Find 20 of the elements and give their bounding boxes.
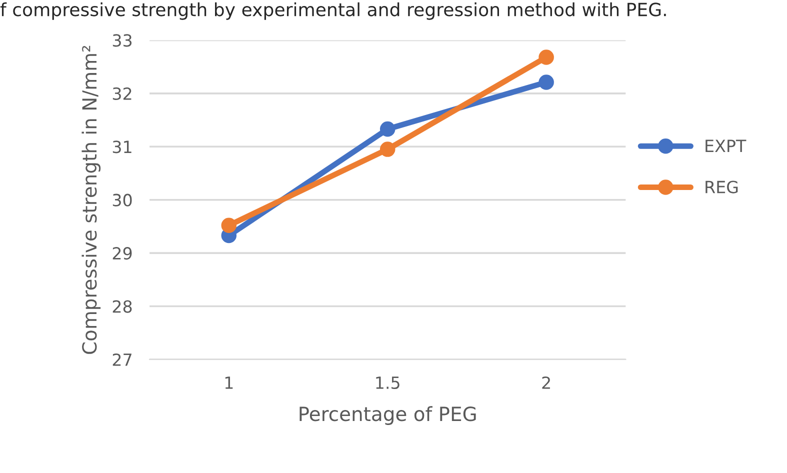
point (380, 142, 396, 157)
y-axis-title: Compressive strength in N/mm² (82, 46, 101, 354)
x-tick-label: 1 (225, 376, 233, 389)
y-tick-label: 27 (112, 353, 132, 366)
y-tick-label: 30 (112, 194, 132, 206)
legend-label: REG (706, 180, 738, 194)
point (380, 121, 396, 137)
point (538, 74, 554, 90)
point (221, 218, 237, 234)
y-tick-label: 31 (112, 140, 132, 154)
x-tick-label: 2 (542, 376, 550, 389)
legend-label: EXPT (706, 140, 746, 152)
point (538, 50, 554, 65)
x-tick-label: 1.5 (376, 376, 400, 390)
chart-title: f compressive strength by experimental and regression method with PEG. (0, 2, 666, 20)
y-tick-label: 29 (112, 247, 132, 260)
x-axis-title: Percentage of PEG (300, 406, 476, 425)
y-tick-label: 33 (112, 34, 132, 47)
y-tick-label: 28 (112, 300, 132, 313)
y-tick-label: 32 (112, 87, 132, 100)
